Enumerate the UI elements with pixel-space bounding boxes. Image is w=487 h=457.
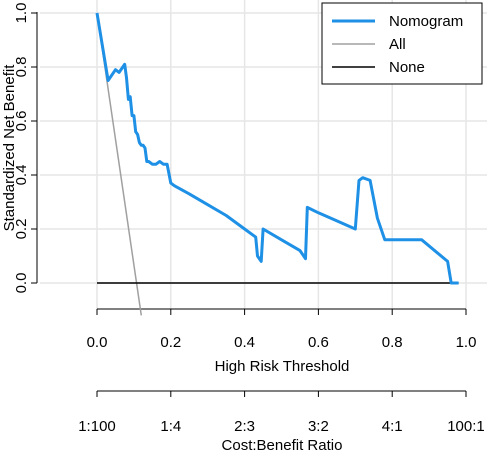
y-tick-label-4: 0.8 <box>13 57 30 78</box>
secondary-tick-label-3: 3:2 <box>308 418 329 435</box>
legend-label-none: None <box>389 59 425 76</box>
series-line-nomogram <box>95 12 459 285</box>
y-axis-title: Standardized Net Benefit <box>1 64 18 232</box>
y-axis-ticks: 0.0 0.2 0.4 0.6 0.8 1.0 <box>13 3 37 294</box>
series-lines <box>95 12 459 316</box>
x-axis-ticks: 0.0 0.2 0.4 0.6 0.8 1.0 <box>87 309 477 351</box>
secondary-axis-ticks: 1:100 1:4 2:3 3:2 4:1 100:1 <box>78 391 485 435</box>
x-tick-label-3: 0.6 <box>308 334 329 351</box>
y-tick-label-1: 0.2 <box>13 219 30 240</box>
y-tick-label-3: 0.6 <box>13 111 30 132</box>
x-tick-label-2: 0.4 <box>234 334 255 351</box>
secondary-tick-label-2: 2:3 <box>234 418 255 435</box>
x-tick-label-0: 0.0 <box>87 334 108 351</box>
legend-label-nomogram: Nomogram <box>389 13 463 30</box>
x-tick-label-4: 0.8 <box>382 334 403 351</box>
secondary-axis-title: Cost:Benefit Ratio <box>222 437 343 454</box>
secondary-tick-label-4: 4:1 <box>382 418 403 435</box>
y-tick-label-0: 0.0 <box>13 273 30 294</box>
y-tick-label-2: 0.4 <box>13 165 30 186</box>
legend: Nomogram All None <box>321 2 483 85</box>
x-tick-label-1: 0.2 <box>160 334 181 351</box>
secondary-tick-label-5: 100:1 <box>447 418 485 435</box>
legend-label-all: All <box>389 36 406 53</box>
x-axis-title: High Risk Threshold <box>215 358 350 375</box>
secondary-tick-label-1: 1:4 <box>160 418 181 435</box>
x-tick-label-5: 1.0 <box>456 334 477 351</box>
secondary-tick-label-0: 1:100 <box>78 418 116 435</box>
y-tick-label-5: 1.0 <box>13 3 30 24</box>
